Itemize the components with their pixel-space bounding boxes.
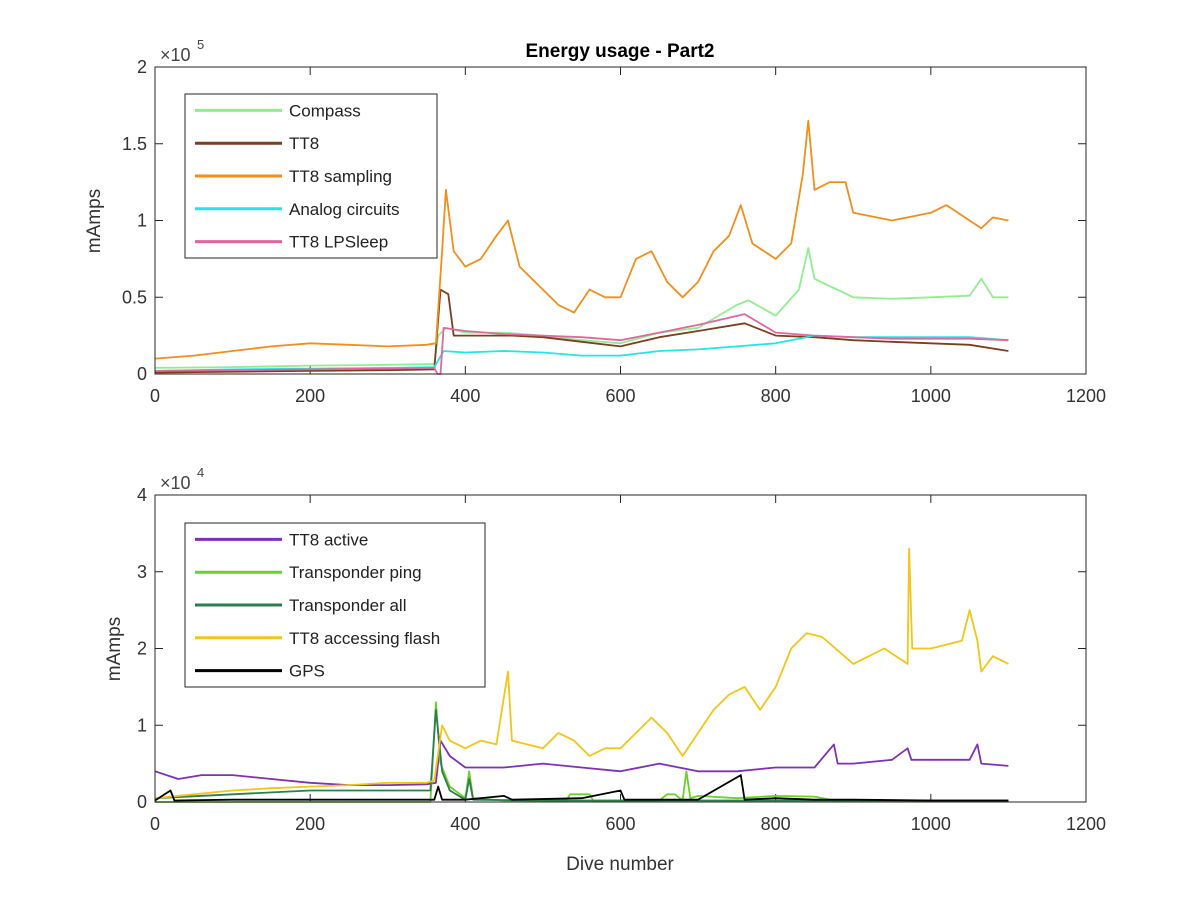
top-exponent-label: ×10 5 xyxy=(160,37,204,65)
bottom-series-line-tt8-active xyxy=(154,739,1009,786)
bottom-exponent-base: ×10 xyxy=(160,473,191,493)
top-x-tick-label: 1000 xyxy=(911,386,951,406)
top-y-tick-label: 1 xyxy=(137,211,147,231)
bottom-axis-ticks: 0 200 400 600 800 1000 1200 0 1 2 3 4 xyxy=(137,485,1106,834)
top-y-tick-label: 0.5 xyxy=(122,287,147,307)
top-series-line-tt8-sampling xyxy=(154,119,1009,360)
bottom-y-tick-label: 2 xyxy=(137,639,147,659)
top-series-lines xyxy=(154,119,1009,375)
bottom-legend-label: TT8 active xyxy=(289,530,368,549)
bottom-x-tick-label: 200 xyxy=(295,814,325,834)
top-series-line-tt8-lpsleep xyxy=(154,313,1009,375)
bottom-y-tick-label: 3 xyxy=(137,562,147,582)
bottom-x-tick-label: 1000 xyxy=(911,814,951,834)
top-y-tick-label: 1.5 xyxy=(122,134,147,154)
bottom-y-tick-label: 1 xyxy=(137,715,147,735)
top-x-tick-label: 400 xyxy=(450,386,480,406)
bottom-legend-label: GPS xyxy=(289,662,325,681)
top-x-tick-label: 800 xyxy=(761,386,791,406)
top-legend-label: Compass xyxy=(289,101,361,120)
bottom-x-tick-label: 1200 xyxy=(1066,814,1106,834)
bottom-plot-box xyxy=(154,494,1087,803)
top-legend-label: Analog circuits xyxy=(289,200,400,219)
bottom-series-lines xyxy=(154,547,1009,803)
bottom-legend-label: Transponder all xyxy=(289,596,407,615)
top-legend-label: TT8 xyxy=(289,134,319,153)
bottom-series-line-transponder-all xyxy=(154,709,1009,802)
top-axis-ticks: 0 200 400 600 800 1000 1200 0 0.5 1 1.5 2 xyxy=(122,57,1106,406)
bottom-series-line-tt8-accessing-flash xyxy=(154,547,1009,800)
bottom-x-tick-label: 400 xyxy=(450,814,480,834)
top-series-line-tt8 xyxy=(154,288,1009,374)
top-exponent-power: 5 xyxy=(197,37,204,52)
bottom-legend-label: TT8 accessing flash xyxy=(289,629,440,648)
bottom-legend: TT8 active Transponder ping Transponder al… xyxy=(184,522,486,688)
bottom-series-line-gps xyxy=(154,774,1009,802)
top-exponent-base: ×10 xyxy=(160,45,191,65)
bottom-exponent-power: 4 xyxy=(197,465,204,480)
bottom-x-tick-label: 600 xyxy=(605,814,635,834)
top-legend-label: TT8 sampling xyxy=(289,167,392,186)
top-y-tick-label: 2 xyxy=(137,57,147,77)
top-subplot: Energy usage - Part2 ×10 5 mAmps 0 200 400… xyxy=(84,37,1106,406)
top-x-tick-label: 200 xyxy=(295,386,325,406)
top-x-tick-label: 600 xyxy=(605,386,635,406)
bottom-legend-label: Transponder ping xyxy=(289,563,422,582)
bottom-y-tick-label: 4 xyxy=(137,485,147,505)
top-x-tick-label: 1200 xyxy=(1066,386,1106,406)
bottom-x-tick-label: 800 xyxy=(761,814,791,834)
bottom-x-axis-label: Dive number xyxy=(566,854,674,875)
top-plot-box xyxy=(154,66,1087,375)
bottom-exponent-label: ×10 4 xyxy=(160,465,204,493)
bottom-subplot: ×10 4 mAmps Dive number 0 200 400 600 800 100… xyxy=(104,465,1106,875)
bottom-y-axis-label: mAmps xyxy=(104,617,125,681)
top-legend: Compass TT8 TT8 sampling Analog circuits TT8… xyxy=(184,93,438,259)
bottom-x-tick-label: 0 xyxy=(150,814,160,834)
figure-title: Energy usage - Part2 xyxy=(525,41,714,62)
bottom-y-tick-label: 0 xyxy=(137,792,147,812)
top-x-tick-label: 0 xyxy=(150,386,160,406)
top-y-axis-label: mAmps xyxy=(84,189,105,253)
top-y-tick-label: 0 xyxy=(137,364,147,384)
top-legend-label: TT8 LPSleep xyxy=(289,233,388,252)
